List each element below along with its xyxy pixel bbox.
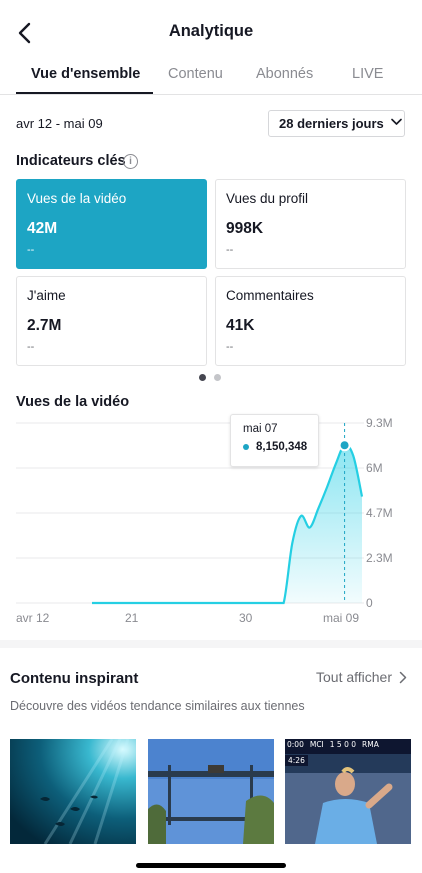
period-dropdown-label: 28 derniers jours: [279, 116, 384, 131]
scoreboard: 0:00 MCI 1 5 0 0 RMA: [285, 740, 411, 752]
page-title: Analytique: [168, 22, 254, 40]
top-bar: Analytique: [0, 0, 422, 60]
video-thumbnail-stadium[interactable]: [148, 739, 274, 844]
video-thumbnail-underwater[interactable]: [10, 739, 136, 844]
x-tick-label: mai 09: [323, 611, 360, 625]
metric-value: 41K: [226, 317, 255, 334]
football-player-image: [285, 739, 411, 844]
chevron-left-icon: [18, 22, 31, 44]
scoreboard-time: 4:26: [285, 755, 308, 766]
see-all-link[interactable]: Tout afficher: [316, 669, 407, 685]
video-thumbnail-football[interactable]: 0:00 MCI 1 5 0 0 RMA 4:26: [285, 739, 411, 844]
back-button[interactable]: [10, 18, 38, 48]
chevron-down-icon: [390, 118, 402, 125]
video-views-chart: [16, 422, 364, 605]
info-icon[interactable]: i: [123, 154, 138, 169]
metric-delta: --: [27, 244, 35, 256]
page-dot-active[interactable]: [199, 374, 206, 381]
metric-label: J'aime: [27, 288, 66, 303]
y-tick-label: 0: [366, 596, 373, 610]
underwater-image: [10, 739, 136, 844]
y-tick-label: 4.7M: [366, 506, 393, 520]
inspiring-title: Contenu inspirant: [10, 670, 139, 687]
metric-card-video-views[interactable]: Vues de la vidéo 42M --: [16, 179, 207, 269]
chevron-right-icon: [399, 671, 407, 683]
x-tick-label: avr 12: [16, 611, 50, 625]
see-all-label: Tout afficher: [316, 669, 393, 685]
series-area: [92, 444, 362, 603]
metric-label: Vues de la vidéo: [27, 191, 127, 206]
scoreboard-team-home: MCI: [309, 740, 324, 749]
scoreboard-score: 1 5 0 0: [329, 740, 357, 749]
tab-live[interactable]: LIVE: [352, 66, 384, 82]
active-tab-indicator: [16, 92, 153, 94]
chart-title: Vues de la vidéo: [16, 394, 130, 410]
metric-label: Commentaires: [226, 288, 314, 303]
metric-value: 2.7M: [27, 317, 62, 334]
tab-content[interactable]: Contenu: [168, 66, 223, 82]
inspiring-subtitle: Découvre des vidéos tendance similaires …: [10, 699, 305, 713]
scoreboard-team-away: RMA: [362, 740, 379, 749]
section-divider: [0, 640, 422, 648]
x-tick-label: 21: [125, 611, 139, 625]
series-dot-icon: [243, 444, 249, 450]
highlight-point[interactable]: [338, 439, 351, 452]
metric-delta: --: [226, 244, 234, 256]
tab-bar: Vue d'ensemble Contenu Abonnés LIVE: [0, 60, 422, 95]
period-dropdown[interactable]: 28 derniers jours: [268, 110, 405, 137]
metric-card-likes[interactable]: J'aime 2.7M --: [16, 276, 207, 366]
metric-card-comments[interactable]: Commentaires 41K --: [215, 276, 406, 366]
metric-delta: --: [27, 341, 35, 353]
page-dot[interactable]: [214, 374, 221, 381]
metric-label: Vues du profil: [226, 191, 309, 206]
scoreboard-clock: 0:00: [287, 740, 304, 749]
tooltip-date: mai 07: [243, 423, 278, 435]
x-tick-label: 30: [239, 611, 253, 625]
tab-overview[interactable]: Vue d'ensemble: [31, 66, 141, 82]
metric-value: 998K: [226, 220, 264, 237]
metric-delta: --: [226, 341, 234, 353]
key-metrics-title: Indicateurs clés: [16, 153, 126, 169]
home-indicator: [136, 863, 286, 868]
metric-card-profile-views[interactable]: Vues du profil 998K --: [215, 179, 406, 269]
chart-tooltip: mai 07 8,150,348: [230, 414, 319, 467]
y-tick-label: 9.3M: [366, 416, 393, 430]
series-line: [92, 443, 364, 605]
tooltip-value: 8,150,348: [256, 441, 308, 453]
tab-followers[interactable]: Abonnés: [256, 66, 314, 82]
date-range-label: avr 12 - mai 09: [16, 116, 103, 131]
y-tick-label: 6M: [366, 461, 383, 475]
stadium-image: [148, 739, 274, 844]
y-tick-label: 2.3M: [366, 551, 393, 565]
tooltip-value-row: 8,150,348: [243, 441, 318, 453]
metric-value: 42M: [27, 220, 58, 237]
